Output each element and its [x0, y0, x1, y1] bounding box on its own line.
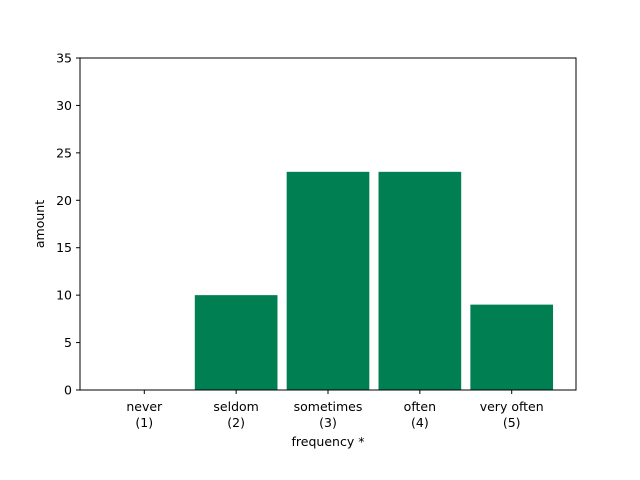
bar-1: [194, 295, 278, 390]
y-tick-label-0: 0: [64, 383, 72, 398]
y-tick-label-1: 5: [64, 335, 72, 350]
y-tick-label-6: 30: [56, 98, 72, 113]
bar-4: [470, 304, 554, 390]
x-tick-label-2: sometimes (3): [294, 399, 363, 430]
x-axis-label: frequency *: [292, 434, 365, 449]
y-tick-label-7: 35: [56, 51, 72, 66]
x-tick-label-0: never (1): [126, 399, 163, 430]
y-axis-label: amount: [32, 200, 47, 248]
y-tick-label-4: 20: [56, 193, 72, 208]
bars-group: [194, 171, 554, 390]
y-axis-ticks: 0 5 10 15 20 25 30 35: [56, 51, 80, 398]
y-tick-label-5: 25: [56, 145, 72, 160]
plot-frame: [79, 57, 577, 391]
x-tick-label-4: very often (5): [480, 399, 544, 430]
bar-2: [286, 171, 370, 390]
bar-3: [378, 171, 462, 390]
x-axis-ticks: never (1) seldom (2) sometimes (3) often (4) ver…: [126, 390, 544, 430]
y-tick-label-2: 10: [56, 288, 72, 303]
x-tick-label-1: seldom (2): [213, 399, 258, 430]
y-tick-label-3: 15: [56, 240, 72, 255]
x-tick-label-3: often (4): [404, 399, 436, 430]
